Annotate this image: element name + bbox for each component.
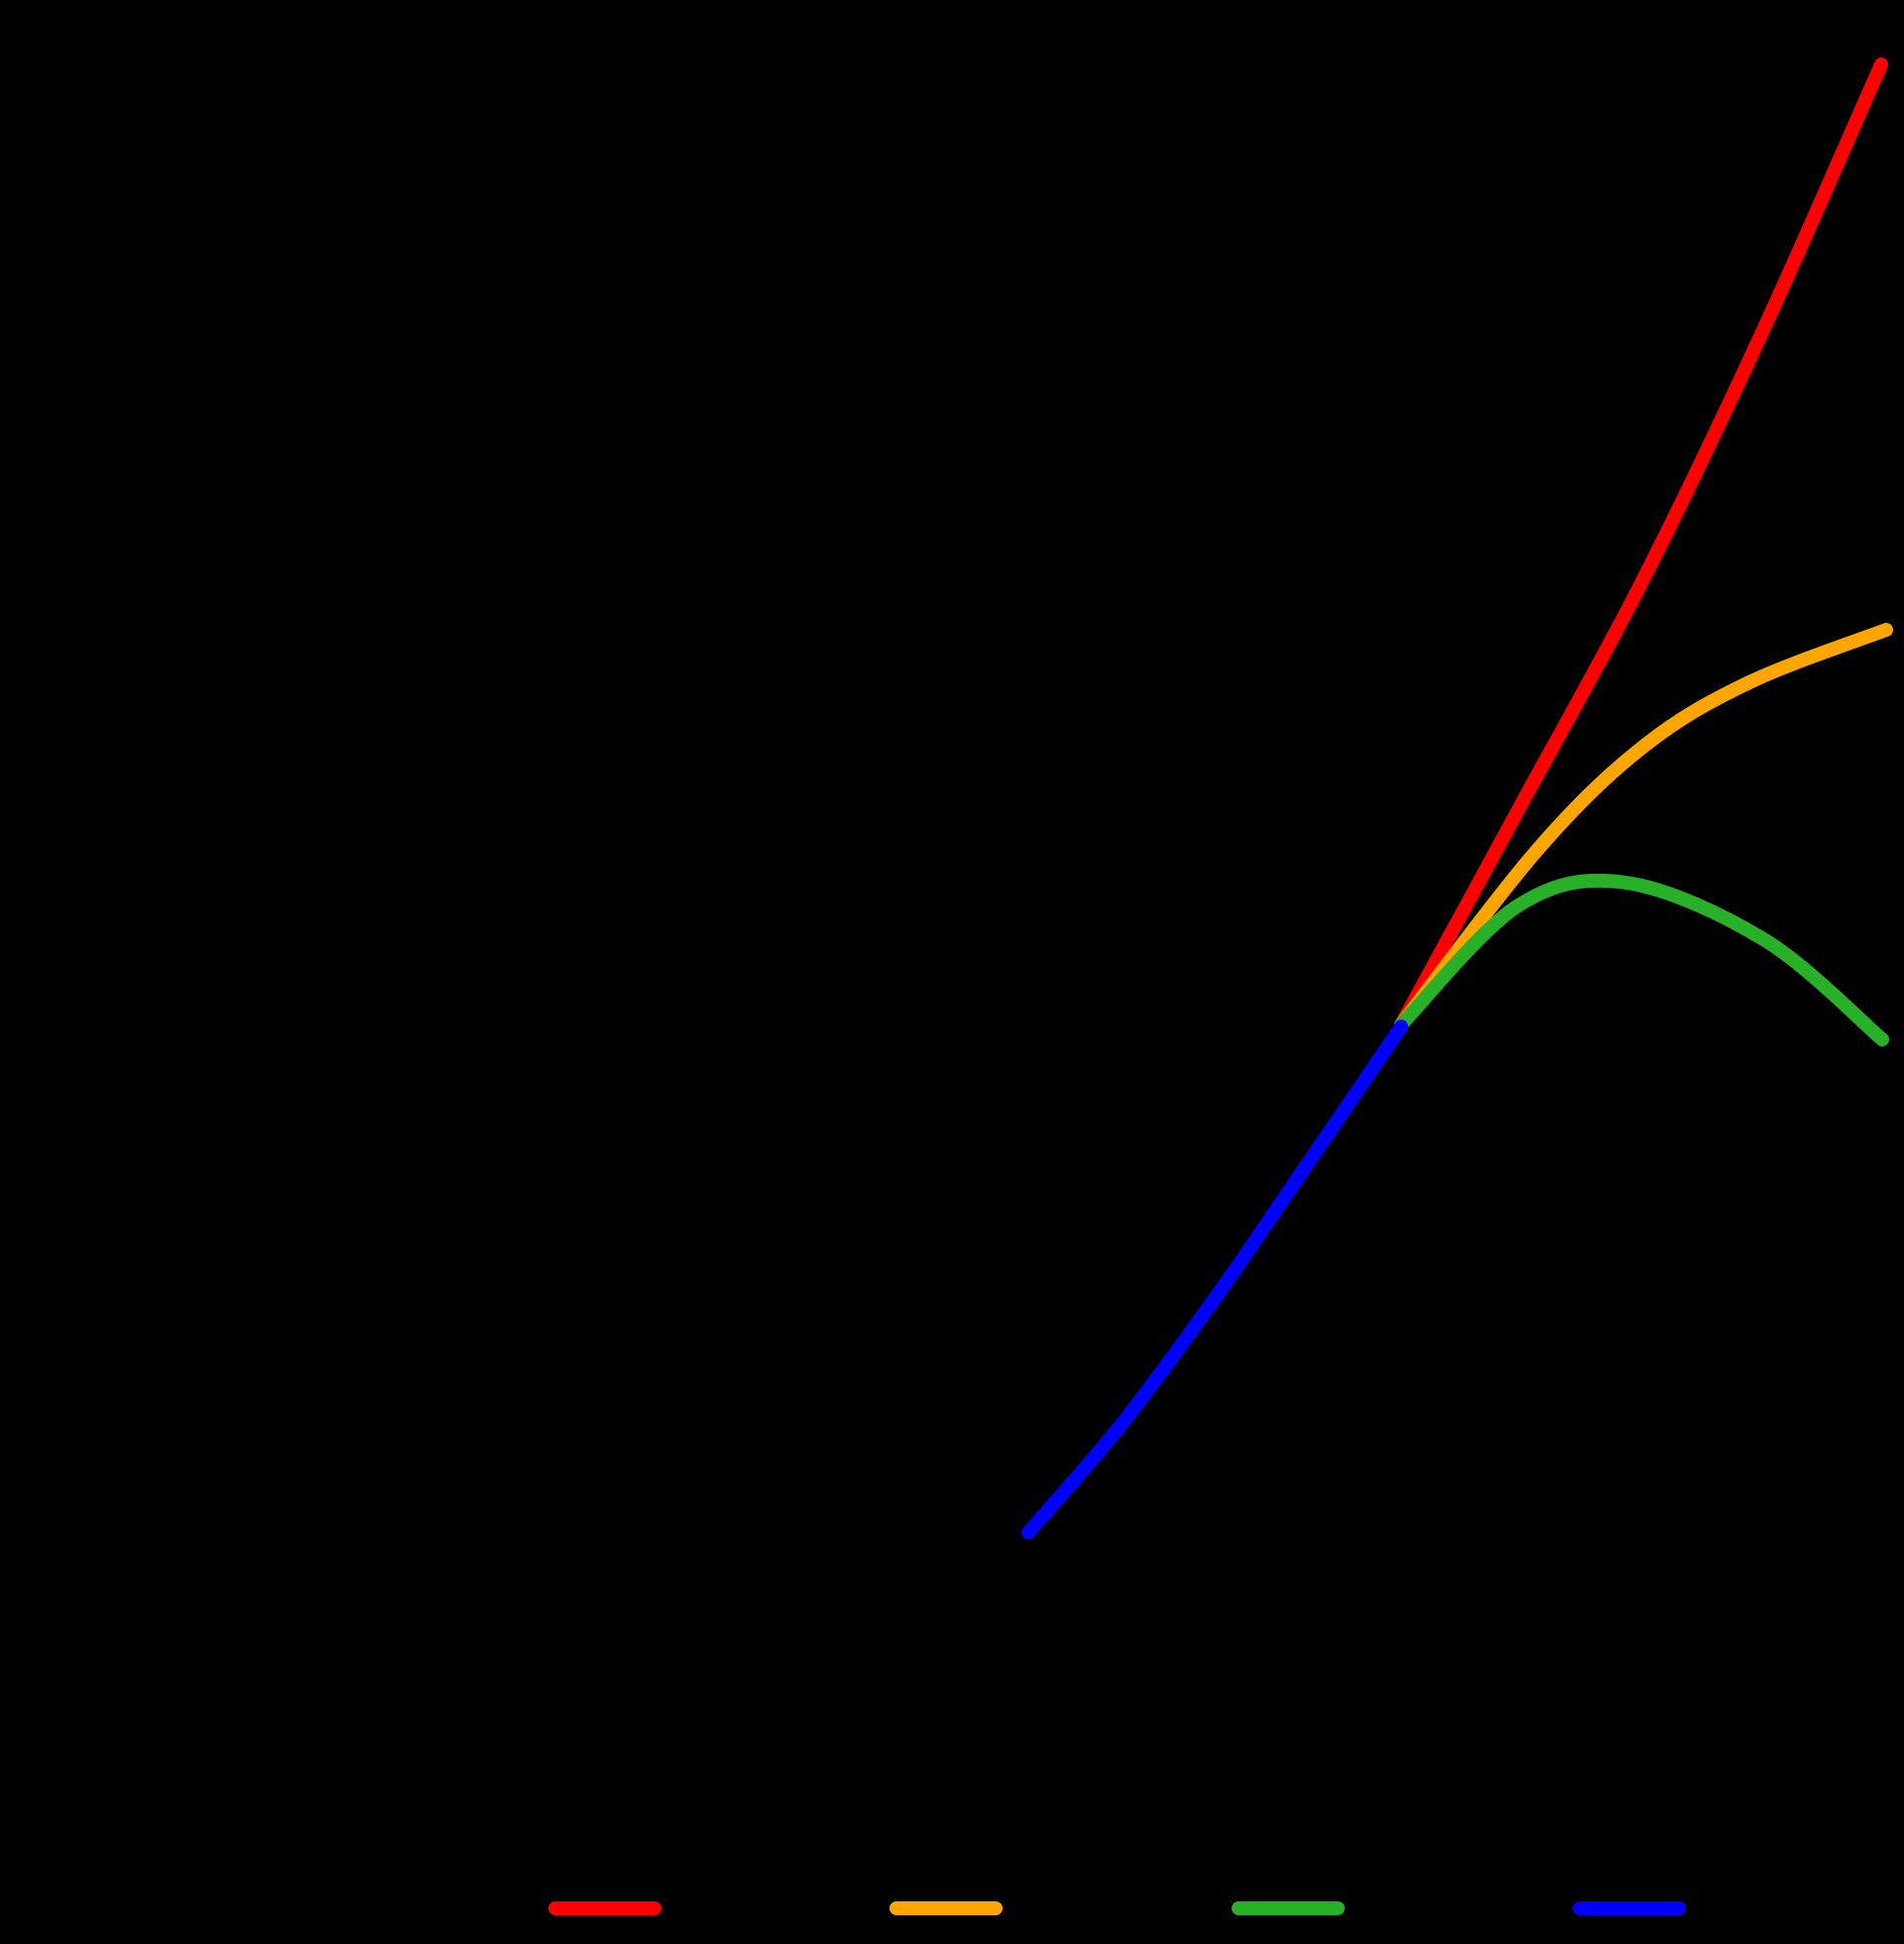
legend: [548, 1901, 1686, 1915]
red-series-swatch: [548, 1901, 661, 1915]
orange-curve: [1394, 623, 1893, 1032]
blue-series-swatch: [1573, 1901, 1686, 1915]
red-curve: [1394, 58, 1888, 1032]
blue-curve: [1021, 1020, 1408, 1539]
green-curve: [1394, 873, 1889, 1046]
plot-series: [1021, 58, 1893, 1539]
green-series-swatch: [1232, 1901, 1345, 1915]
orange-series-swatch: [890, 1901, 1003, 1915]
